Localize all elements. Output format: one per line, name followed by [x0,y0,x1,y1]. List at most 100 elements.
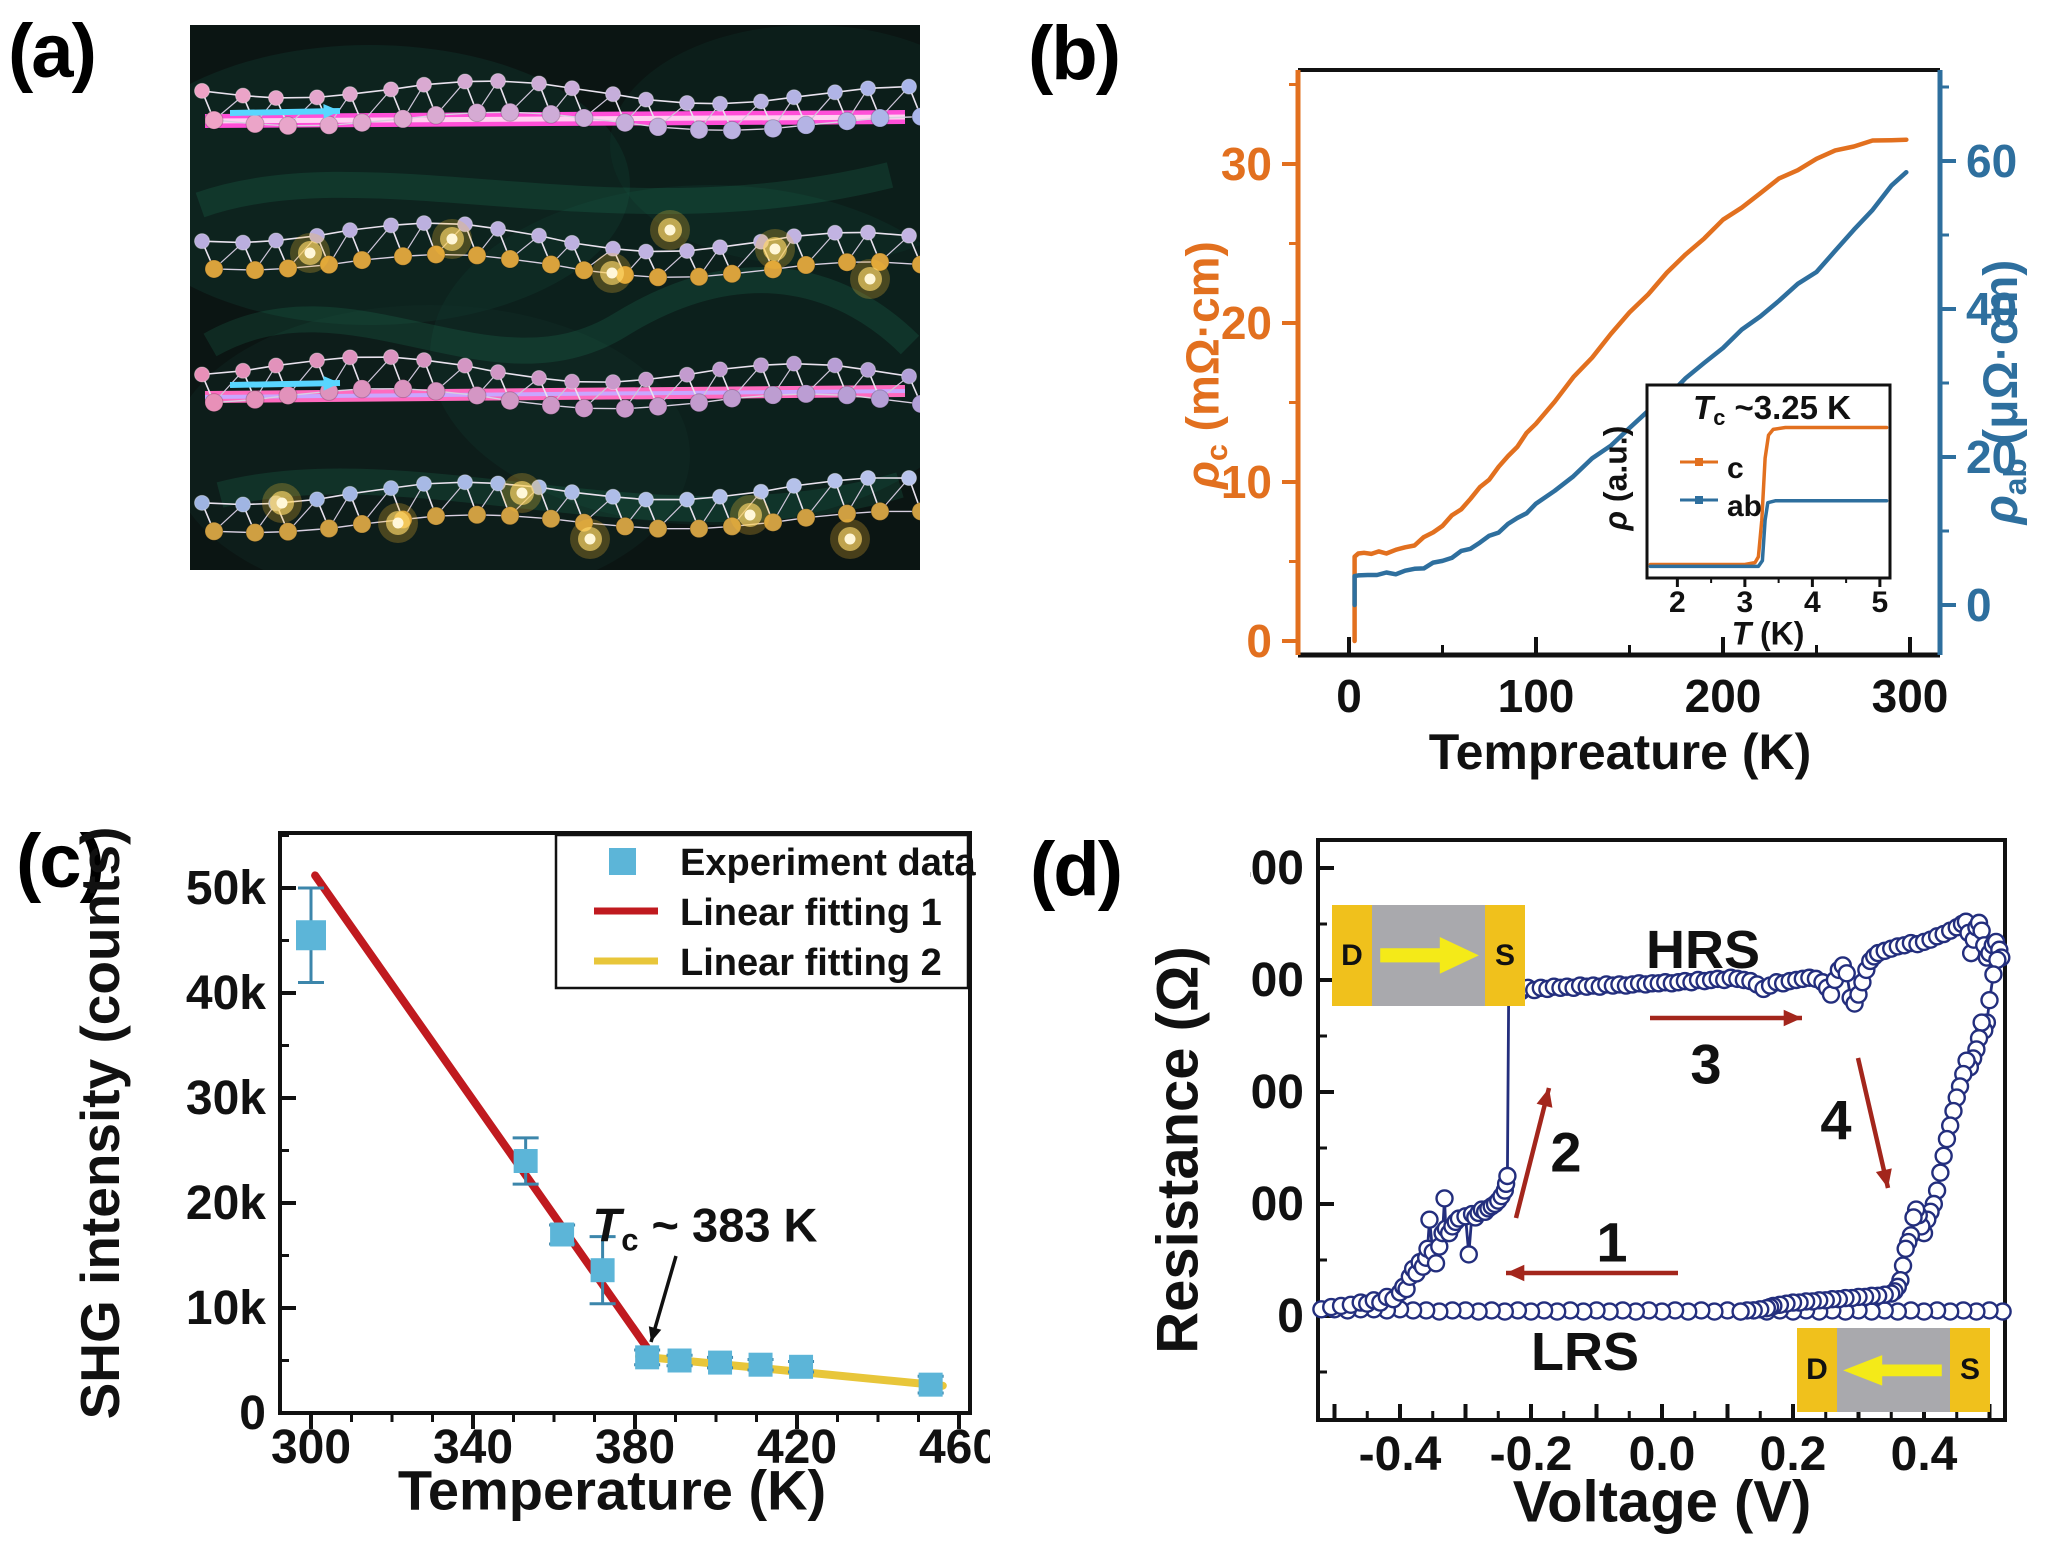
current-arrow-right-icon [1380,937,1479,974]
atom [490,73,506,90]
b-left-y-tick-label: 10 [1221,456,1272,508]
c-x-tick-label: 340 [433,1421,513,1474]
source-electrode: S [1485,905,1525,1006]
atom [245,523,265,543]
atom [309,89,325,106]
glow-orb-core [606,267,618,279]
atom [416,352,432,369]
b-right-y-tick-label: 60 [1966,135,2017,187]
atom [605,240,621,257]
atom [712,361,728,378]
atom [901,368,917,385]
data-point [1459,1245,1478,1264]
atom [911,107,920,127]
data-point [1435,1189,1454,1208]
atom [383,349,399,366]
atom [753,483,769,500]
b-inset-y-axis-title: ρ (a.u.) [1597,425,1634,531]
atom [235,496,251,513]
glow-orb-core [446,233,458,245]
atom [722,120,742,140]
atom [467,245,487,265]
b-inset-title: Tc ~3.25 K [1693,388,1851,431]
d-y-tick-label: 400 [1250,842,1304,895]
atom [467,103,487,123]
b-inset-x-axis-title: T (K) [1731,615,1805,652]
c-legend-experiment-data: Experiment data [680,842,976,884]
atom [615,399,635,419]
atom [574,260,594,280]
c-x-tick-label: 380 [595,1421,675,1474]
atom [901,227,917,244]
b-left-y-tick-label: 20 [1221,297,1272,349]
atom [393,379,413,399]
spin-arrow-head [323,376,340,391]
atom [564,80,580,97]
atom [457,216,473,233]
atom [416,76,432,93]
atom [689,120,709,140]
atom [605,86,621,103]
d-step-2-label: 2 [1550,1120,1582,1184]
atom [574,108,594,128]
atom [638,491,654,508]
atom [541,509,561,529]
atom [679,491,695,508]
atom [837,252,857,272]
experiment-data-point [748,1352,773,1377]
c-x-tick-label: 460 [919,1421,990,1474]
atom [722,388,742,408]
data-point [1934,1146,1953,1166]
d-y-tick-label: 100 [1250,1178,1304,1231]
atom [500,391,520,411]
atom [564,234,580,251]
experiment-data-point [708,1350,733,1375]
glow-orb-core [304,247,316,259]
atom [383,480,399,497]
b-inset-x-tick-label: 5 [1872,586,1889,619]
atom [204,259,224,279]
atom [352,113,372,133]
atom [426,381,446,401]
atom [689,519,709,539]
c-legend-linear-fitting-2: Linear fitting 2 [680,942,942,984]
atom [278,258,298,278]
atom [911,255,920,274]
atom [342,86,358,103]
source-electrode: S [1950,1328,1990,1412]
panel-c-label: (c) [16,819,105,904]
d-y-axis-title: Resistance (Ω) [1145,946,1211,1354]
data-point [1498,1166,1517,1186]
glow-orb-core [769,243,781,255]
atom [648,397,668,417]
atom [796,508,816,528]
experiment-data-point [635,1345,660,1370]
atom [531,370,547,387]
data-point [1972,921,1991,940]
b-inset-legend-ab: ab [1727,490,1763,523]
glow-orb-core [664,224,676,236]
b-x-axis-title: Tempreature (K) [1428,724,1812,780]
c-x-tick-label: 420 [757,1421,837,1474]
atom [615,516,635,536]
atom [194,494,210,511]
atom [383,81,399,98]
b-left-y-tick-label: 0 [1246,615,1272,667]
resistance-vs-voltage-chart: -0.4 -0.2 0.0 0.2 0.4 0 100 200 300 400 [1250,838,2012,1481]
atom [278,385,298,405]
atom [352,514,372,534]
green-swirl [203,267,920,364]
d-x-tick-label: -0.4 [1359,1428,1442,1481]
glow-orb-core [392,517,404,529]
tc-arrow [649,1255,678,1343]
experiment-data-point [789,1354,814,1379]
sweep-arrow-3-head [1783,1009,1802,1027]
curve-c [1352,137,1909,644]
experiment-data-point [918,1372,943,1397]
b-right-y-axis-title: ρab (μΩ·cm) [1975,259,2033,525]
atom [638,91,654,108]
atom [870,108,890,128]
atom [416,215,432,232]
atom [689,393,709,413]
